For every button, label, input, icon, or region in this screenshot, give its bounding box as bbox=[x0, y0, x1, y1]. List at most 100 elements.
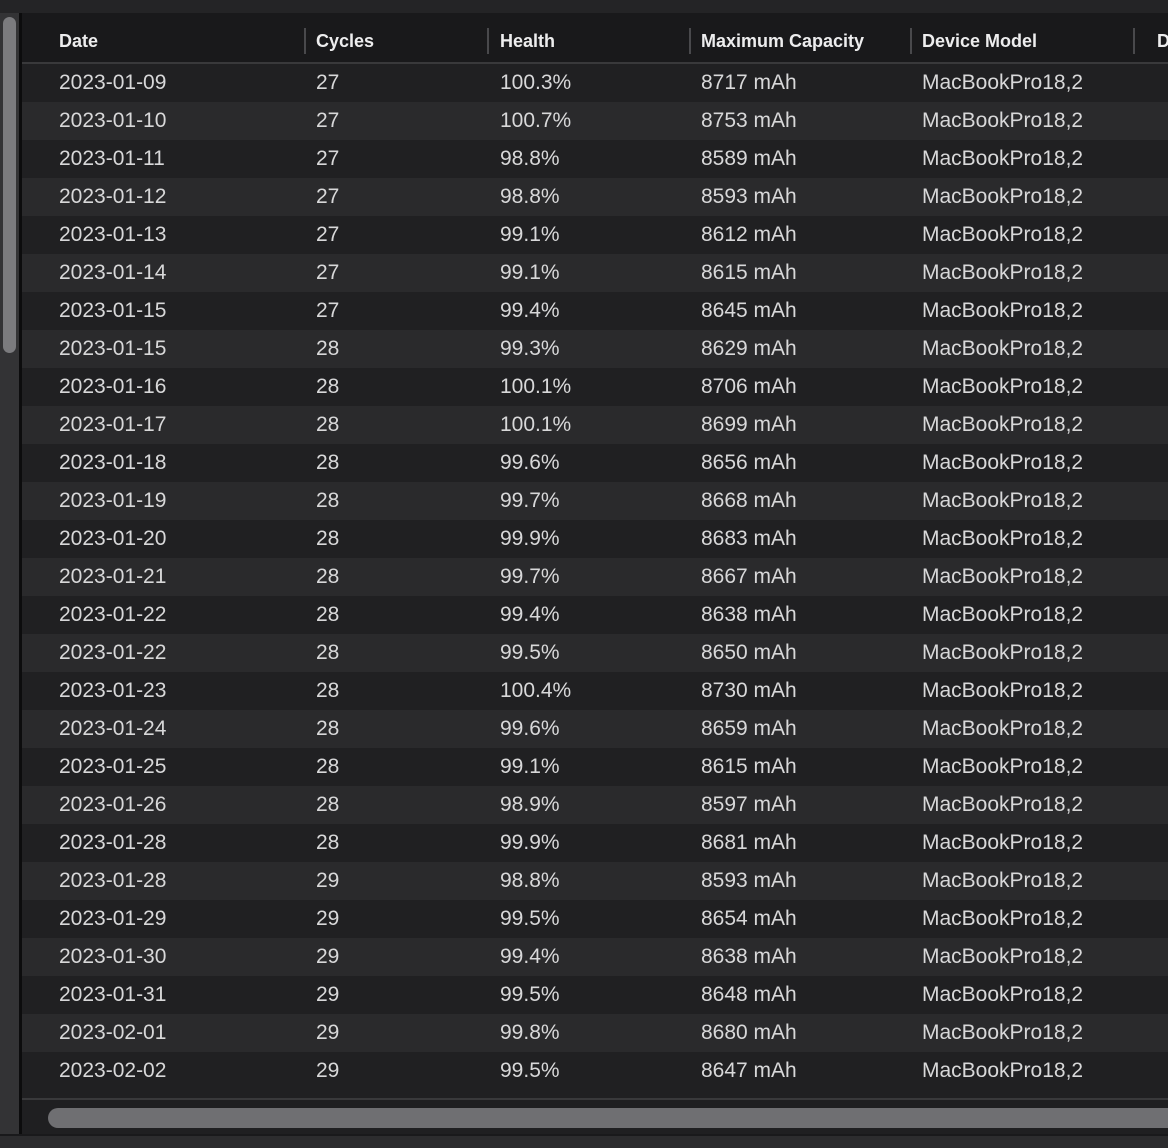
cell-device_model: MacBookPro18,2 bbox=[922, 793, 1084, 816]
column-header-cycles[interactable]: Cycles bbox=[304, 13, 487, 62]
cell-health: 99.5% bbox=[500, 907, 560, 930]
table-row[interactable]: 2023-01-18 28 99.6% 8656 mAh MacBookPro18,2 bbox=[22, 444, 1168, 482]
cell-d_truncated bbox=[1133, 900, 1168, 938]
table-row[interactable]: 2023-01-25 28 99.1% 8615 mAh MacBookPro18,2 bbox=[22, 748, 1168, 786]
cell-maximum_capacity: 8593 mAh bbox=[701, 185, 797, 208]
cell-health: 100.3% bbox=[500, 71, 572, 94]
cell-cycles: 28 bbox=[316, 717, 340, 740]
column-header-label: D bbox=[1157, 31, 1168, 52]
cell-d_truncated bbox=[1133, 824, 1168, 862]
cell-date: 2023-02-02 bbox=[59, 1059, 167, 1082]
table-row[interactable]: 2023-01-10 27 100.7% 8753 mAh MacBookPro18,2 bbox=[22, 102, 1168, 140]
table-row[interactable]: 2023-01-20 28 99.9% 8683 mAh MacBookPro18,2 bbox=[22, 520, 1168, 558]
table-row[interactable]: 2023-01-21 28 99.7% 8667 mAh MacBookPro18,2 bbox=[22, 558, 1168, 596]
vertical-scrollbar-thumb[interactable] bbox=[3, 17, 16, 353]
table-row[interactable]: 2023-01-28 28 99.9% 8681 mAh MacBookPro18,2 bbox=[22, 824, 1168, 862]
cell-date: 2023-01-26 bbox=[59, 793, 167, 816]
cell-cycles: 29 bbox=[316, 907, 340, 930]
cell-maximum_capacity: 8730 mAh bbox=[701, 679, 797, 702]
table-row[interactable]: 2023-01-13 27 99.1% 8612 mAh MacBookPro18,2 bbox=[22, 216, 1168, 254]
table-row[interactable]: 2023-01-11 27 98.8% 8589 mAh MacBookPro18,2 bbox=[22, 140, 1168, 178]
cell-device_model: MacBookPro18,2 bbox=[922, 451, 1084, 474]
cell-cycles: 27 bbox=[316, 223, 340, 246]
cell-cycles: 28 bbox=[316, 375, 340, 398]
cell-cycles: 27 bbox=[316, 71, 340, 94]
table-row[interactable]: 2023-01-30 29 99.4% 8638 mAh MacBookPro18,2 bbox=[22, 938, 1168, 976]
cell-health: 98.8% bbox=[500, 185, 560, 208]
table-row[interactable]: 2023-01-24 28 99.6% 8659 mAh MacBookPro18,2 bbox=[22, 710, 1168, 748]
cell-health: 99.5% bbox=[500, 983, 560, 1006]
table-row[interactable]: 2023-01-22 28 99.5% 8650 mAh MacBookPro18,2 bbox=[22, 634, 1168, 672]
cell-d_truncated bbox=[1133, 976, 1168, 1014]
cell-date: 2023-01-19 bbox=[59, 489, 167, 512]
table-bottom-gap bbox=[22, 1090, 1168, 1098]
cell-device_model: MacBookPro18,2 bbox=[922, 109, 1084, 132]
cell-date: 2023-01-15 bbox=[59, 299, 167, 322]
cell-d_truncated bbox=[1133, 64, 1168, 102]
table-row[interactable]: 2023-01-23 28 100.4% 8730 mAh MacBookPro18,2 bbox=[22, 672, 1168, 710]
cell-date: 2023-01-16 bbox=[59, 375, 167, 398]
cell-d_truncated bbox=[1133, 786, 1168, 824]
column-separator bbox=[487, 27, 489, 54]
column-header-maximum_capacity[interactable]: Maximum Capacity bbox=[689, 13, 910, 62]
cell-device_model: MacBookPro18,2 bbox=[922, 375, 1084, 398]
column-header-label: Maximum Capacity bbox=[701, 30, 865, 51]
column-header-device_model[interactable]: Device Model bbox=[910, 13, 1133, 62]
cell-health: 99.1% bbox=[500, 261, 560, 284]
cell-device_model: MacBookPro18,2 bbox=[922, 413, 1084, 436]
cell-device_model: MacBookPro18,2 bbox=[922, 869, 1084, 892]
horizontal-scrollbar-thumb[interactable] bbox=[48, 1108, 1168, 1128]
cell-maximum_capacity: 8681 mAh bbox=[701, 831, 797, 854]
table-row[interactable]: 2023-01-17 28 100.1% 8699 mAh MacBookPro18,2 bbox=[22, 406, 1168, 444]
column-header-label: Date bbox=[59, 30, 99, 51]
cell-device_model: MacBookPro18,2 bbox=[922, 565, 1084, 588]
cell-d_truncated bbox=[1133, 748, 1168, 786]
cell-cycles: 28 bbox=[316, 641, 340, 664]
table-row[interactable]: 2023-01-22 28 99.4% 8638 mAh MacBookPro18,2 bbox=[22, 596, 1168, 634]
cell-device_model: MacBookPro18,2 bbox=[922, 717, 1084, 740]
cell-health: 99.1% bbox=[500, 223, 560, 246]
table-row[interactable]: 2023-01-31 29 99.5% 8648 mAh MacBookPro18,2 bbox=[22, 976, 1168, 1014]
table-row[interactable]: 2023-01-16 28 100.1% 8706 mAh MacBookPro18,2 bbox=[22, 368, 1168, 406]
cell-health: 100.4% bbox=[500, 679, 572, 702]
cell-d_truncated bbox=[1133, 444, 1168, 482]
vertical-scrollbar[interactable] bbox=[0, 13, 19, 1134]
column-header-date[interactable]: Date bbox=[22, 13, 304, 62]
cell-date: 2023-01-13 bbox=[59, 223, 167, 246]
cell-d_truncated bbox=[1133, 216, 1168, 254]
cell-health: 99.9% bbox=[500, 831, 560, 854]
cell-health: 99.8% bbox=[500, 1021, 560, 1044]
column-separator bbox=[304, 27, 306, 54]
cell-health: 98.8% bbox=[500, 147, 560, 170]
table-row[interactable]: 2023-02-01 29 99.8% 8680 mAh MacBookPro18,2 bbox=[22, 1014, 1168, 1052]
cell-health: 100.1% bbox=[500, 413, 572, 436]
table-row[interactable]: 2023-01-29 29 99.5% 8654 mAh MacBookPro18,2 bbox=[22, 900, 1168, 938]
cell-date: 2023-01-14 bbox=[59, 261, 167, 284]
cell-device_model: MacBookPro18,2 bbox=[922, 223, 1084, 246]
cell-cycles: 28 bbox=[316, 603, 340, 626]
cell-maximum_capacity: 8597 mAh bbox=[701, 793, 797, 816]
cell-cycles: 28 bbox=[316, 489, 340, 512]
cell-date: 2023-01-11 bbox=[59, 147, 165, 170]
cell-device_model: MacBookPro18,2 bbox=[922, 71, 1084, 94]
cell-maximum_capacity: 8717 mAh bbox=[701, 71, 797, 94]
cell-date: 2023-01-24 bbox=[59, 717, 167, 740]
cell-d_truncated bbox=[1133, 938, 1168, 976]
table-row[interactable]: 2023-01-19 28 99.7% 8668 mAh MacBookPro18,2 bbox=[22, 482, 1168, 520]
table-row[interactable]: 2023-01-12 27 98.8% 8593 mAh MacBookPro18,2 bbox=[22, 178, 1168, 216]
cell-cycles: 27 bbox=[316, 185, 340, 208]
cell-device_model: MacBookPro18,2 bbox=[922, 1059, 1084, 1082]
horizontal-scrollbar[interactable] bbox=[22, 1098, 1168, 1134]
table-row[interactable]: 2023-01-15 27 99.4% 8645 mAh MacBookPro18,2 bbox=[22, 292, 1168, 330]
column-header-d_truncated[interactable]: D bbox=[1133, 13, 1168, 62]
table-row[interactable]: 2023-01-15 28 99.3% 8629 mAh MacBookPro18,2 bbox=[22, 330, 1168, 368]
table-row[interactable]: 2023-01-26 28 98.9% 8597 mAh MacBookPro18,2 bbox=[22, 786, 1168, 824]
table-row[interactable]: 2023-01-09 27 100.3% 8717 mAh MacBookPro18,2 bbox=[22, 64, 1168, 102]
table-row[interactable]: 2023-01-14 27 99.1% 8615 mAh MacBookPro18,2 bbox=[22, 254, 1168, 292]
table-row[interactable]: 2023-01-28 29 98.8% 8593 mAh MacBookPro18,2 bbox=[22, 862, 1168, 900]
cell-date: 2023-01-09 bbox=[59, 71, 167, 94]
cell-date: 2023-01-28 bbox=[59, 831, 167, 854]
cell-cycles: 28 bbox=[316, 831, 340, 854]
column-header-health[interactable]: Health bbox=[487, 13, 689, 62]
table-row[interactable]: 2023-02-02 29 99.5% 8647 mAh MacBookPro18,2 bbox=[22, 1052, 1168, 1090]
